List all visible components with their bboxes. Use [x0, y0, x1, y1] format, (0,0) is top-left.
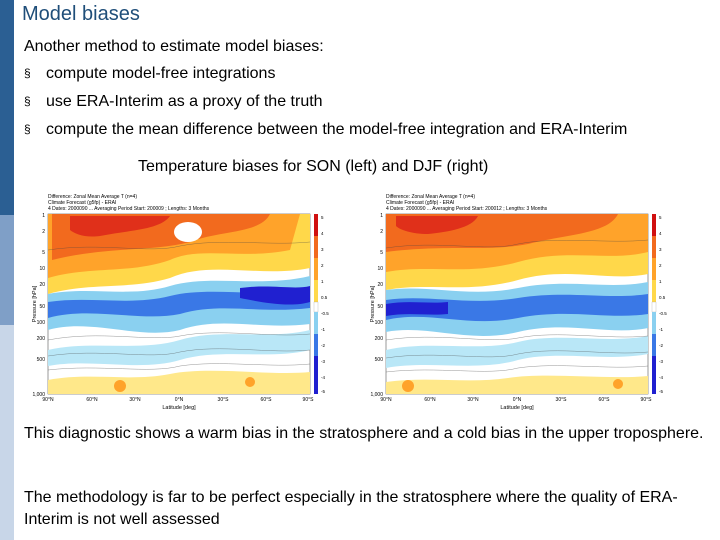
- colorbar-tick: -3: [659, 359, 663, 364]
- x-tick-label: 30°S: [218, 397, 230, 403]
- bullet-marker: §: [24, 66, 31, 80]
- y-tick-label: 1,000: [370, 392, 383, 398]
- x-tick-label: 60°N: [86, 397, 98, 403]
- y-axis: 1 2 5 10 20 50 100 200 500 1,000 Pressur…: [370, 213, 383, 398]
- y-axis-label: Pressure [hPa]: [370, 285, 376, 322]
- y-tick-label: 100: [37, 320, 46, 326]
- intro-text: Another method to estimate model biases:: [24, 38, 324, 55]
- contour-plot-area: [47, 213, 311, 395]
- bullet-list: § compute model-free integrations § use ER…: [24, 61, 627, 145]
- bullet-marker: §: [24, 122, 31, 136]
- x-tick-label: 0°N: [175, 397, 184, 403]
- y-axis-label: Pressure [hPa]: [32, 285, 38, 322]
- colorbar-tick: 2: [659, 263, 662, 268]
- y-tick-label: 20: [377, 282, 383, 288]
- slide-side-accent-bar: [0, 0, 14, 540]
- y-tick-label: 10: [39, 266, 45, 272]
- colorbar: 5 4 3 2 1 0.5 -0.5 -1 -2 -3 -4 -5: [313, 214, 329, 394]
- x-tick-label: 60°S: [261, 397, 273, 403]
- colorbar-tick: 4: [659, 231, 662, 236]
- bullet-text: use ERA-Interim as a proxy of the truth: [46, 93, 323, 110]
- colorbar-tick: -0.5: [321, 311, 329, 316]
- figure-header-line: Climate Forecast (g5fp) - ERAI: [48, 200, 116, 206]
- bullet-item: § compute model-free integrations: [24, 61, 627, 89]
- y-tick-label: 2: [380, 229, 383, 235]
- y-axis: 1 2 5 10 20 50 100 200 500 1,000 Pressur…: [32, 213, 45, 398]
- x-tick-label: 30°S: [556, 397, 568, 403]
- figure-header-line: 4 Dates: 2000090 ... Averaging Period St…: [48, 206, 210, 212]
- bullet-item: § use ERA-Interim as a proxy of the truth: [24, 89, 627, 117]
- y-tick-label: 100: [375, 320, 384, 326]
- x-tick-label: 90°N: [380, 397, 392, 403]
- x-tick-label: 60°S: [599, 397, 611, 403]
- colorbar-tick: 0.5: [659, 295, 666, 300]
- x-axis-label: Latitude [deg]: [162, 405, 196, 411]
- colorbar-tick: -0.5: [659, 311, 667, 316]
- colorbar-tick: 0.5: [321, 295, 328, 300]
- y-tick-label: 50: [377, 304, 383, 310]
- slide-title: Model biases: [22, 3, 140, 25]
- colorbar: 5 4 3 2 1 0.5 -0.5 -1 -2 -3 -4 -5: [651, 214, 667, 394]
- figure-header-line: 4 Dates: 2000090 ... Averaging Period St…: [386, 206, 548, 212]
- colorbar-tick: 2: [321, 263, 324, 268]
- x-axis-label: Latitude [deg]: [500, 405, 534, 411]
- x-tick-label: 90°N: [42, 397, 54, 403]
- colorbar-tick: -1: [659, 327, 663, 332]
- colorbar-tick: 1: [321, 279, 324, 284]
- y-tick-label: 1: [42, 213, 45, 219]
- x-axis: 90°N 60°N 30°N 0°N 30°S 60°S 90°S Latitu…: [42, 397, 314, 411]
- son-bias-figure: Difference: Zonal Mean Average T (n=4) C…: [30, 190, 340, 412]
- colorbar-tick: -5: [321, 389, 325, 394]
- y-tick-label: 1: [380, 213, 383, 219]
- y-tick-label: 2: [42, 229, 45, 235]
- djf-bias-figure: Difference: Zonal Mean Average T (n=4) C…: [368, 190, 678, 412]
- colorbar-tick: -1: [321, 327, 325, 332]
- y-tick-label: 20: [39, 282, 45, 288]
- figure-caption: Temperature biases for SON (left) and DJ…: [138, 158, 489, 175]
- x-tick-label: 0°N: [513, 397, 522, 403]
- colorbar-tick: -5: [659, 389, 663, 394]
- x-tick-label: 90°S: [303, 397, 315, 403]
- colorbar-tick: 4: [321, 231, 324, 236]
- colorbar-tick: -2: [659, 343, 663, 348]
- bullet-marker: §: [24, 94, 31, 108]
- colorbar-tick: 3: [659, 247, 662, 252]
- conclusion-paragraph: This diagnostic shows a warm bias in the…: [24, 425, 704, 442]
- colorbar-tick: -4: [321, 375, 325, 380]
- y-tick-label: 500: [375, 357, 384, 363]
- colorbar-tick: 5: [321, 215, 324, 220]
- figure-header-line: Climate Forecast (g5fp) - ERAI: [386, 200, 454, 206]
- y-tick-label: 200: [375, 336, 384, 342]
- colorbar-tick: 5: [659, 215, 662, 220]
- bullet-text: compute model-free integrations: [46, 65, 276, 82]
- colorbar-tick: 1: [659, 279, 662, 284]
- x-axis: 90°N 60°N 30°N 0°N 30°S 60°S 90°S Latitu…: [380, 397, 652, 411]
- y-tick-label: 1,000: [32, 392, 45, 398]
- colorbar-tick: 3: [321, 247, 324, 252]
- y-tick-label: 5: [380, 250, 383, 256]
- figure-header-line: Difference: Zonal Mean Average T (n=4): [386, 194, 475, 200]
- y-tick-label: 50: [39, 304, 45, 310]
- colorbar-tick: -4: [659, 375, 663, 380]
- y-tick-label: 10: [377, 266, 383, 272]
- x-tick-label: 30°N: [467, 397, 479, 403]
- contour-plot-area: [385, 213, 649, 395]
- bullet-item: § compute the mean difference between the…: [24, 117, 627, 145]
- x-tick-label: 30°N: [129, 397, 141, 403]
- x-tick-label: 90°S: [641, 397, 653, 403]
- figure-header-line: Difference: Zonal Mean Average T (n=4): [48, 194, 137, 200]
- x-tick-label: 60°N: [424, 397, 436, 403]
- y-tick-label: 500: [37, 357, 46, 363]
- colorbar-tick: -3: [321, 359, 325, 364]
- colorbar-tick: -2: [321, 343, 325, 348]
- y-tick-label: 5: [42, 250, 45, 256]
- methodology-caveat-paragraph: The methodology is far to be perfect esp…: [24, 489, 678, 528]
- bullet-text: compute the mean difference between the …: [46, 121, 628, 138]
- y-tick-label: 200: [37, 336, 46, 342]
